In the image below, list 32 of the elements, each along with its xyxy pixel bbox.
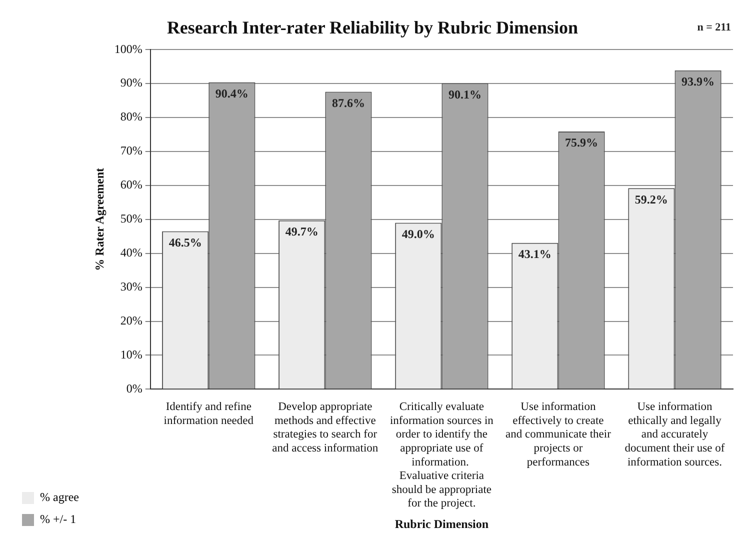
data-label: 46.5% xyxy=(168,235,202,250)
y-tick-label: 0% xyxy=(126,381,142,396)
y-tick-label: 90% xyxy=(120,76,142,90)
data-label: 90.4% xyxy=(215,86,248,100)
x-tick-label: Develop appropriate methods and effective strategies to search for and access information xyxy=(272,401,378,455)
y-tick-label: 40% xyxy=(120,246,142,260)
y-tick-label: 100% xyxy=(114,42,142,56)
legend-label: % agree xyxy=(40,490,79,504)
chart-title: Research Inter-rater Reliability by Rubric Dimension xyxy=(166,17,578,38)
x-tick-label: Critically evaluate information sources in order to identify the appropriate use of information. Evaluative criteria should be appropriate for the project. xyxy=(390,401,494,510)
data-label: 90.1% xyxy=(448,87,482,102)
x-tick-label: Use information ethically and legally and accurately document their use of information sources. xyxy=(624,401,725,468)
y-axis-title: % Rater Agreement xyxy=(92,168,106,271)
data-label: 93.9% xyxy=(682,74,715,88)
y-tick-label: 60% xyxy=(120,178,142,192)
y-tick-label: 70% xyxy=(120,144,142,158)
data-label: 75.9% xyxy=(565,136,598,150)
y-tick-label: 50% xyxy=(120,212,142,226)
y-tick-label: 80% xyxy=(120,110,142,124)
y-tick-label: 10% xyxy=(120,347,142,362)
data-label: 49.0% xyxy=(402,226,435,241)
data-label: 49.7% xyxy=(285,224,318,239)
data-label: 87.6% xyxy=(332,96,365,110)
y-tick-label: 20% xyxy=(120,313,142,328)
x-axis-title: Rubric Dimension xyxy=(394,516,489,531)
y-tick-label: 30% xyxy=(120,279,142,294)
text: n = 211 xyxy=(697,21,731,34)
legend-label: % +/- 1 xyxy=(40,512,76,526)
x-tick-label: Use information effectively to create and communicate their projects or performances xyxy=(506,401,612,468)
x-tick-label: Identify and refine information needed xyxy=(164,401,254,427)
data-label: 43.1% xyxy=(518,246,552,261)
data-label: 59.2% xyxy=(634,192,668,206)
